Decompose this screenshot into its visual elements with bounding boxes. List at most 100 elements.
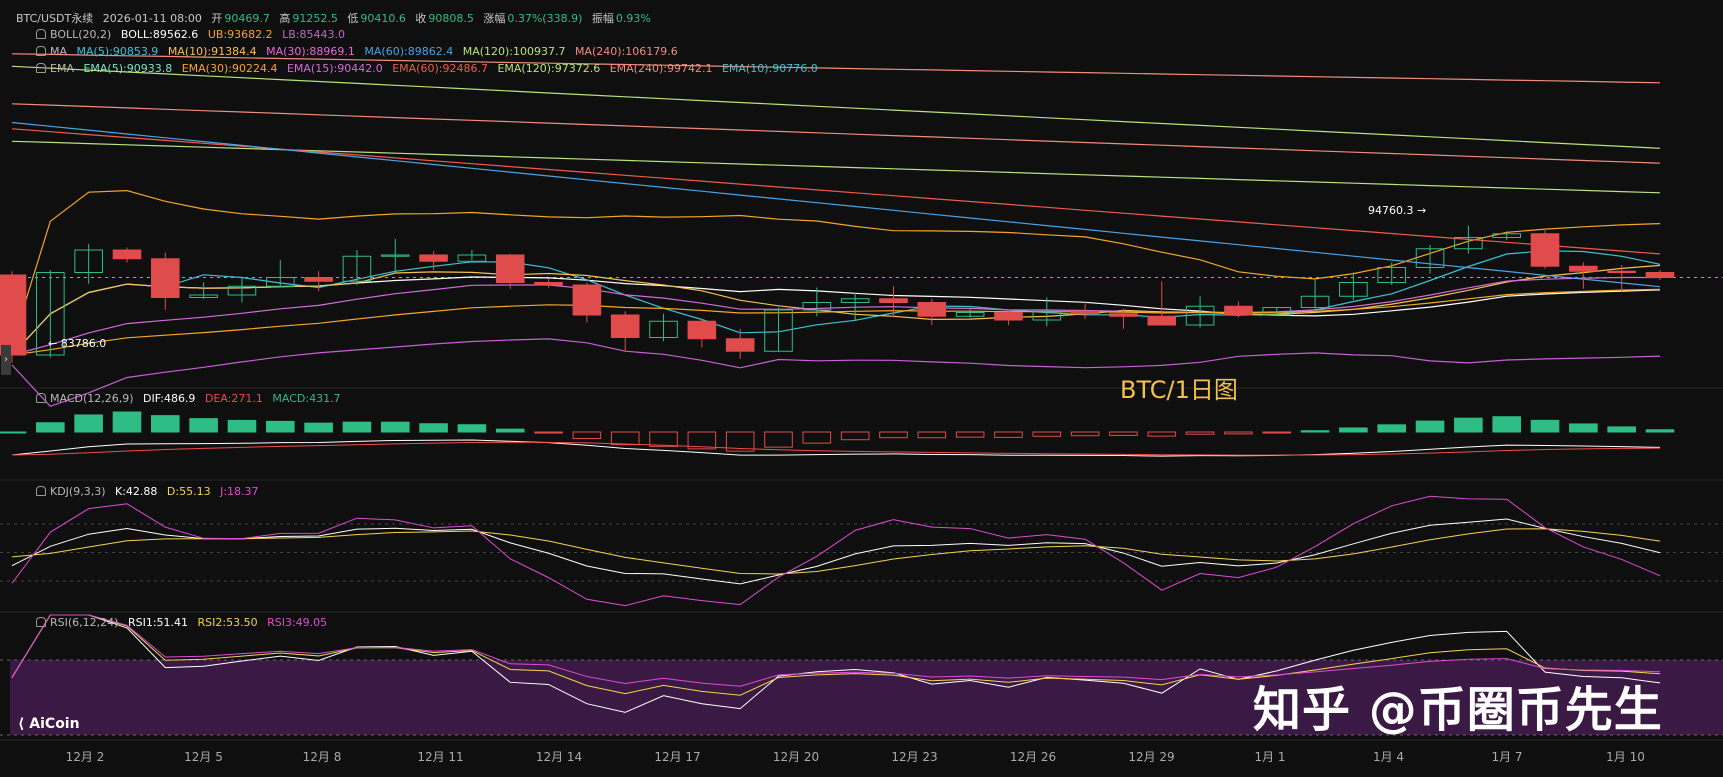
bell-icon[interactable]: [36, 393, 46, 403]
bell-icon[interactable]: [36, 63, 46, 73]
x-tick-label: 12月 14: [535, 750, 583, 764]
candle-body: [649, 320, 678, 338]
macd-bar: [802, 431, 832, 444]
candle-body: [1415, 248, 1445, 268]
ema-name: EMA: [50, 62, 74, 75]
candle-body: [1645, 272, 1675, 278]
macd-bar: [1147, 431, 1177, 437]
close-value: 90808.5: [428, 12, 474, 25]
macd-bar: [534, 431, 563, 434]
x-tick-label: 12月 2: [65, 750, 105, 764]
macd-bar: [457, 424, 487, 433]
ma240-value: MA(240):106179.6: [575, 45, 678, 58]
boll-lb-value: LB:85443.0: [282, 28, 345, 41]
bell-icon[interactable]: [36, 46, 46, 56]
candle-body: [534, 282, 563, 286]
macd-bar: [1454, 417, 1483, 433]
x-tick-label: 1月 10: [1606, 750, 1645, 764]
bell-icon[interactable]: [36, 29, 46, 39]
macd-bar: [495, 428, 525, 433]
ma120-line: [11, 65, 1661, 149]
candle-body: [495, 254, 525, 283]
bell-icon[interactable]: [36, 486, 46, 496]
ma240-line: [11, 53, 1661, 84]
candle-body: [572, 284, 602, 316]
macd-bar: [1032, 431, 1062, 437]
price-header: BTC/USDT永续 2026-01-11 08:00 开 90469.7 高 91…: [16, 10, 657, 26]
ma-legend[interactable]: MA MA(5):90853.9 MA(10):91384.4 MA(30):8…: [36, 45, 684, 58]
ma60-line: [11, 121, 1661, 288]
macd-bar: [840, 431, 870, 441]
macd-bar: [0, 431, 27, 434]
candle-body: [1185, 305, 1215, 326]
ema-legend[interactable]: EMA EMA(5):90933.8 EMA(30):90224.4 EMA(1…: [36, 62, 824, 75]
candle-body: [1492, 233, 1521, 238]
candle-body: [1300, 295, 1330, 308]
macd-bar: [1415, 420, 1445, 433]
macd-bar: [189, 418, 218, 433]
amplitude-label: 振幅: [591, 12, 614, 25]
macd-bar: [1607, 426, 1636, 433]
macd-bar: [610, 431, 640, 446]
x-tick-label: 12月 20: [772, 750, 820, 764]
kdj-j-line: [11, 495, 1661, 607]
macd-bar: [380, 421, 410, 433]
candle-body: [265, 277, 295, 287]
x-tick-label: 12月 11: [417, 750, 464, 764]
macd-legend[interactable]: MACD(12,26,9) DIF:486.9 DEA:271.1 MACD:4…: [36, 392, 347, 405]
rsi-name: RSI(6,12,24): [50, 616, 119, 629]
candle-body: [342, 255, 372, 282]
close-label: 收: [415, 12, 427, 25]
low-label: 低: [347, 12, 359, 25]
rsi-legend[interactable]: RSI(6,12,24) RSI1:51.41 RSI2:53.50 RSI3:…: [36, 616, 333, 629]
x-tick-label: 12月 5: [184, 750, 223, 764]
ema30-line: [11, 288, 1661, 356]
macd-bar: [1300, 430, 1330, 433]
candle-body: [879, 298, 908, 303]
candle-body: [189, 294, 218, 298]
panel-collapse-handle[interactable]: ›: [1, 345, 11, 375]
ema60-value: EMA(60):92486.7: [392, 62, 488, 75]
candle-body: [1070, 310, 1100, 315]
open-label: 开: [211, 12, 223, 25]
boll-legend[interactable]: BOLL(20,2) BOLL:89562.6 UB:93682.2 LB:85…: [36, 28, 351, 41]
macd-bar: [342, 421, 372, 433]
kdj-d-line: [11, 528, 1661, 575]
ma10-line: [11, 264, 1661, 356]
bell-icon[interactable]: [36, 617, 46, 627]
candle-body: [917, 302, 947, 317]
candle-body: [419, 254, 448, 262]
datetime-label: 2026-01-11 08:00: [102, 12, 202, 25]
boll-ub-value: UB:93682.2: [207, 28, 273, 41]
candle-body: [227, 285, 257, 296]
macd-bar: [955, 431, 985, 438]
macd-dea-line: [11, 441, 1661, 456]
change-value: 0.37%(338.9): [507, 12, 583, 25]
candle-body: [36, 272, 65, 356]
ma10-value: MA(10):91384.4: [167, 45, 257, 58]
macd-dif-value: DIF:486.9: [143, 392, 196, 405]
candle-body: [1530, 233, 1560, 267]
kdj-d-value: D:55.13: [166, 485, 211, 498]
candle-body: [725, 338, 755, 352]
rsi2-line: [11, 614, 1661, 696]
boll-lower-line: [11, 338, 1661, 407]
candle-body: [764, 309, 793, 352]
macd-dea-value: DEA:271.1: [204, 392, 263, 405]
candle-body: [1109, 313, 1138, 317]
rsi1-line: [11, 614, 1661, 713]
open-value: 90469.7: [224, 12, 270, 25]
chart-title: BTC/1日图: [1120, 376, 1238, 404]
boll-value: BOLL:89562.6: [120, 28, 199, 41]
kdj-legend[interactable]: KDJ(9,3,3) K:42.88 D:55.13 J:18.37: [36, 485, 265, 498]
macd-dif-line: [11, 439, 1661, 457]
candle-body: [457, 254, 487, 262]
candle-body: [994, 312, 1023, 321]
candle-body: [1607, 270, 1636, 273]
high-value: 91252.5: [292, 12, 338, 25]
macd-bar: [1569, 423, 1598, 433]
ema240-line: [11, 103, 1661, 164]
macd-bar: [1492, 416, 1521, 433]
